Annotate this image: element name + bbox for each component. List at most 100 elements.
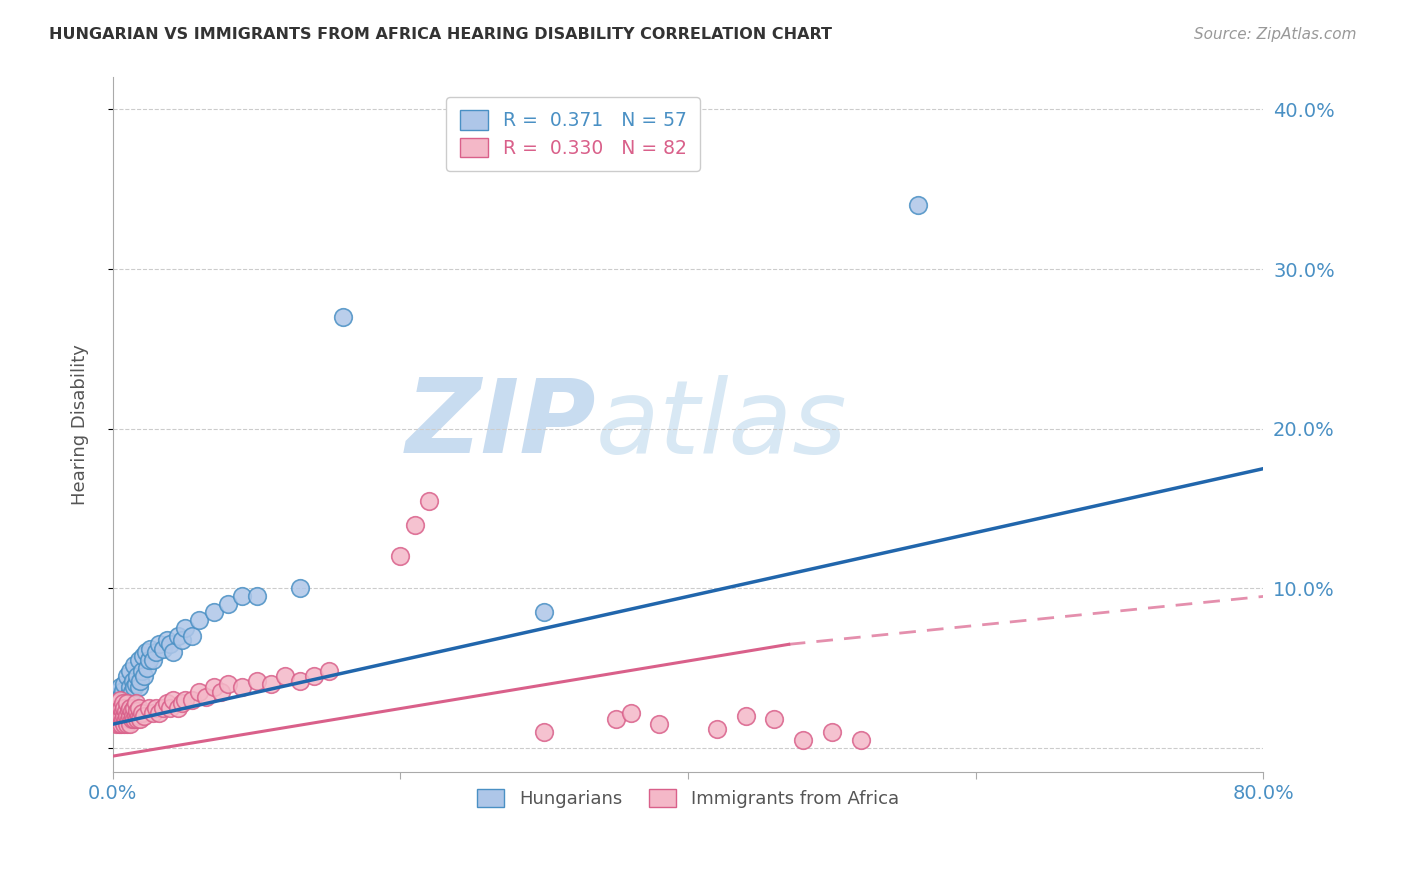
Point: [127, 712, 149, 726]
Point: [217, 598, 239, 612]
Point: [188, 685, 211, 699]
Point: [246, 590, 269, 604]
Point: [605, 712, 627, 726]
Point: [139, 642, 162, 657]
Point: [173, 621, 195, 635]
Point: [849, 733, 872, 747]
Point: [763, 712, 786, 726]
Point: [188, 613, 211, 627]
Point: [122, 709, 145, 723]
Point: [142, 706, 165, 720]
Point: [134, 669, 156, 683]
Point: [110, 701, 132, 715]
Point: [136, 661, 159, 675]
Point: [152, 642, 174, 657]
Point: [108, 693, 131, 707]
Point: [195, 690, 218, 704]
Point: [127, 669, 149, 683]
Point: [120, 717, 142, 731]
Point: [131, 665, 153, 679]
Point: [124, 712, 146, 726]
Point: [120, 665, 142, 679]
Point: [112, 693, 135, 707]
Point: [103, 712, 125, 726]
Point: [145, 645, 167, 659]
Point: [105, 706, 128, 720]
Point: [332, 310, 354, 324]
Point: [118, 705, 141, 719]
Point: [792, 733, 814, 747]
Point: [533, 606, 555, 620]
Point: [107, 709, 129, 723]
Point: [132, 648, 155, 663]
Text: ZIP: ZIP: [405, 375, 596, 475]
Point: [734, 709, 756, 723]
Point: [231, 590, 253, 604]
Point: [105, 701, 128, 715]
Point: [166, 701, 188, 715]
Point: [138, 653, 160, 667]
Point: [111, 705, 134, 719]
Point: [112, 701, 135, 715]
Point: [619, 706, 641, 720]
Point: [115, 697, 138, 711]
Point: [389, 549, 412, 564]
Point: [129, 712, 152, 726]
Point: [111, 697, 134, 711]
Point: [260, 677, 283, 691]
Point: [104, 709, 127, 723]
Point: [648, 717, 671, 731]
Point: [128, 653, 150, 667]
Point: [152, 701, 174, 715]
Point: [103, 706, 125, 720]
Point: [418, 493, 440, 508]
Point: [162, 645, 184, 659]
Point: [202, 681, 225, 695]
Point: [302, 669, 325, 683]
Point: [138, 701, 160, 715]
Point: [404, 517, 426, 532]
Point: [114, 697, 136, 711]
Point: [125, 677, 148, 691]
Point: [110, 701, 132, 715]
Point: [288, 582, 311, 596]
Point: [706, 722, 728, 736]
Point: [145, 701, 167, 715]
Point: [159, 637, 181, 651]
Point: [128, 681, 150, 695]
Point: [122, 674, 145, 689]
Point: [274, 669, 297, 683]
Point: [124, 701, 146, 715]
Point: [129, 674, 152, 689]
Point: [120, 709, 142, 723]
Point: [124, 658, 146, 673]
Point: [107, 689, 129, 703]
Point: [288, 674, 311, 689]
Point: [115, 717, 138, 731]
Point: [159, 701, 181, 715]
Point: [121, 685, 143, 699]
Point: [105, 712, 128, 726]
Point: [231, 681, 253, 695]
Point: [125, 697, 148, 711]
Point: [110, 690, 132, 704]
Point: [120, 681, 142, 695]
Point: [115, 690, 138, 704]
Point: [121, 705, 143, 719]
Point: [108, 681, 131, 695]
Point: [131, 706, 153, 720]
Point: [115, 709, 138, 723]
Point: [209, 685, 232, 699]
Point: [114, 712, 136, 726]
Point: [111, 697, 134, 711]
Point: [166, 629, 188, 643]
Point: [114, 705, 136, 719]
Text: atlas: atlas: [596, 375, 848, 475]
Point: [105, 697, 128, 711]
Point: [156, 697, 179, 711]
Point: [128, 709, 150, 723]
Point: [907, 198, 929, 212]
Point: [111, 683, 134, 698]
Point: [533, 725, 555, 739]
Point: [108, 705, 131, 719]
